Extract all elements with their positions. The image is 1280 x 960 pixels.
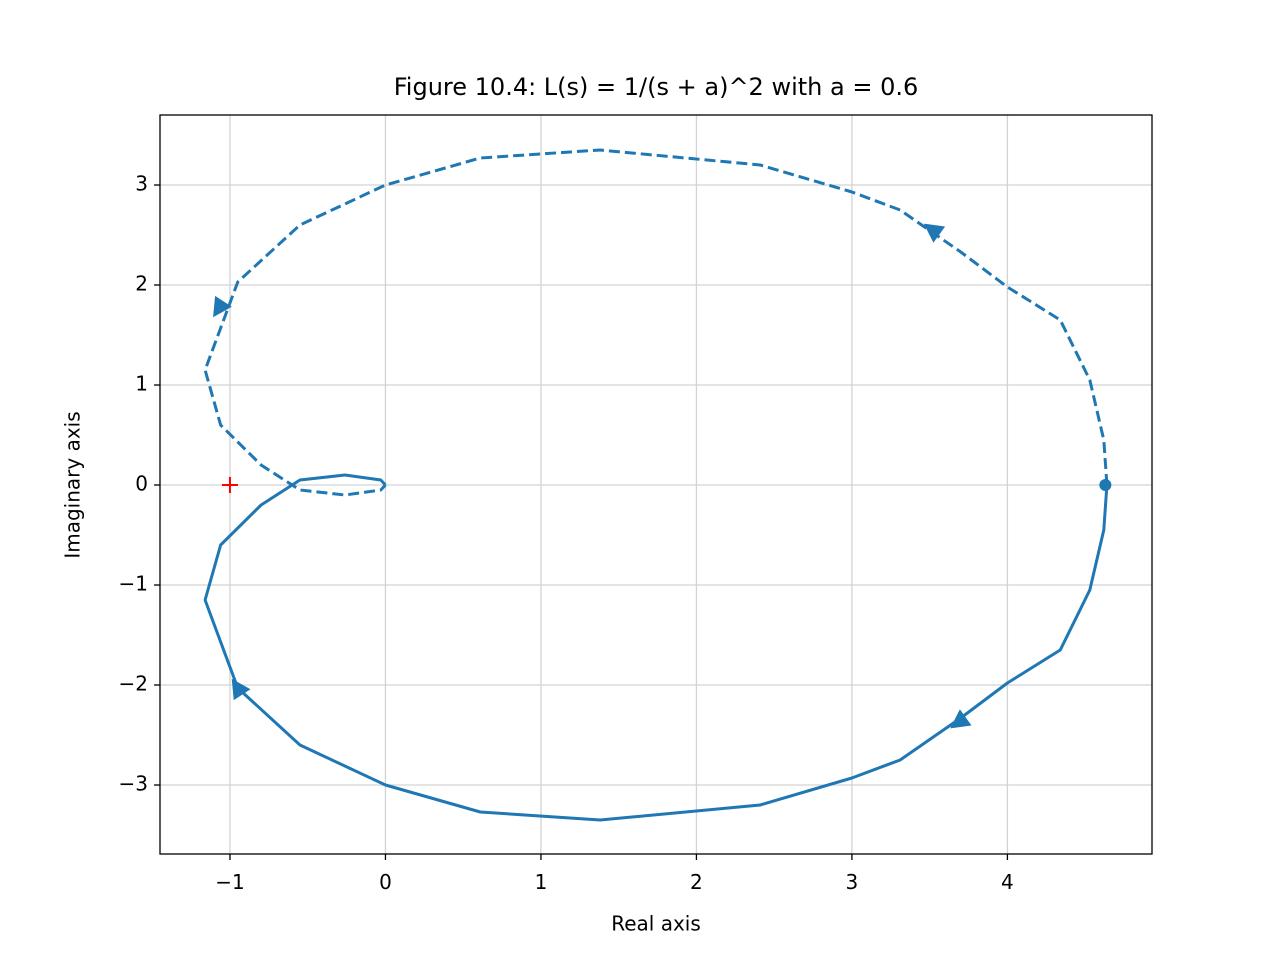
direction-arrow xyxy=(213,295,232,318)
ticks: −1 0 1 2 3 4 −3 −2 −1 0 1 2 3 xyxy=(119,172,1014,895)
x-tick-label: 4 xyxy=(1001,870,1014,894)
direction-arrow xyxy=(950,709,972,729)
x-tick-label: 2 xyxy=(690,870,703,894)
x-axis-label: Real axis xyxy=(611,912,701,936)
y-tick-label: 3 xyxy=(135,172,148,196)
y-tick-label: −1 xyxy=(119,572,148,596)
critical-point xyxy=(221,477,238,493)
y-tick-label: −2 xyxy=(119,672,148,696)
y-tick-label: −3 xyxy=(119,772,148,796)
y-tick-label: 1 xyxy=(135,372,148,396)
x-tick-label: 0 xyxy=(379,870,392,894)
x-tick-label: −1 xyxy=(215,870,244,894)
plot-area xyxy=(203,148,1112,822)
y-tick-label: 0 xyxy=(135,472,148,496)
direction-arrow xyxy=(923,223,946,243)
x-tick-label: 3 xyxy=(846,870,859,894)
x-tick-label: 1 xyxy=(535,870,548,894)
nyquist-curve xyxy=(203,473,1109,822)
y-tick-label: 2 xyxy=(135,272,148,296)
direction-arrow xyxy=(231,678,251,701)
nyquist-curve xyxy=(203,148,1109,497)
start-point xyxy=(1099,479,1112,491)
chart-title: Figure 10.4: L(s) = 1/(s + a)^2 with a =… xyxy=(394,73,918,101)
y-axis-label: Imaginary axis xyxy=(61,411,85,558)
